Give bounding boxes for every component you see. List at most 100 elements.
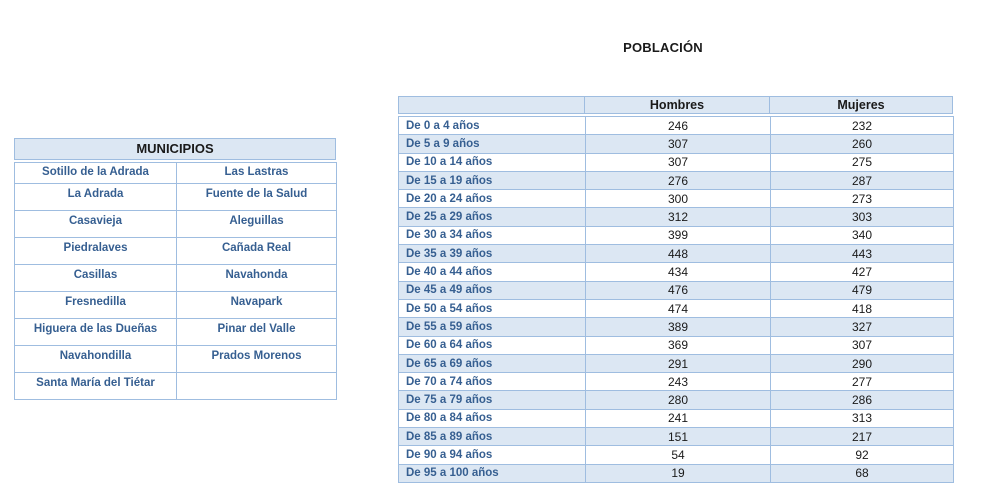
age-group-label: De 20 a 24 años [398,189,586,209]
age-group-label: De 75 a 79 años [398,390,586,410]
table-row: De 75 a 79 años 280 286 [398,390,954,410]
hombres-value: 307 [585,152,771,172]
municipality-name [176,372,337,400]
table-row: De 45 a 49 años 476 479 [398,280,954,300]
table-row: Fresnedilla Navapark [14,291,337,319]
table-row: De 20 a 24 años 300 273 [398,189,954,209]
municipios-header: MUNICIPIOS [14,138,336,160]
mujeres-value: 260 [770,134,954,154]
municipality-name: Las Lastras [176,162,337,184]
municipios-table: MUNICIPIOS Sotillo de la Adrada Las Last… [14,138,337,400]
mujeres-value: 443 [770,244,954,264]
municipality-name: Prados Morenos [176,345,337,373]
table-row: De 5 a 9 años 307 260 [398,134,954,154]
municipality-name: Casillas [14,264,177,292]
table-row: Navahondilla Prados Morenos [14,345,337,373]
mujeres-value: 273 [770,189,954,209]
mujeres-value: 287 [770,170,954,191]
table-row: De 55 a 59 años 389 327 [398,317,954,337]
age-group-label: De 35 a 39 años [398,244,586,264]
table-row: La Adrada Fuente de la Salud [14,183,337,211]
municipality-name: La Adrada [14,183,177,211]
table-row: De 50 a 54 años 474 418 [398,298,954,319]
age-group-label: De 5 a 9 años [398,134,586,154]
table-row: De 25 a 29 años 312 303 [398,207,954,227]
municipality-name: Aleguillas [176,210,337,238]
mujeres-value: 217 [770,427,954,447]
age-group-label: De 70 a 74 años [398,372,586,392]
mujeres-value: 418 [770,298,954,319]
hombres-value: 399 [585,225,771,246]
table-row: Santa María del Tiétar [14,372,337,400]
municipality-name: Navahonda [176,264,337,292]
hombres-value: 280 [585,390,771,410]
poblacion-grid: De 0 a 4 años 246 232 De 5 a 9 años 307 … [398,115,954,483]
table-row: De 65 a 69 años 291 290 [398,353,954,374]
age-group-label: De 0 a 4 años [398,115,586,136]
hombres-value: 54 [585,445,771,465]
municipality-name: Higuera de las Dueñas [14,318,177,346]
hombres-value: 448 [585,244,771,264]
mujeres-value: 275 [770,152,954,172]
table-row: Casavieja Aleguillas [14,210,337,238]
table-row: De 70 a 74 años 243 277 [398,372,954,392]
municipality-name: Casavieja [14,210,177,238]
municipality-name: Pinar del Valle [176,318,337,346]
table-row: De 85 a 89 años 151 217 [398,427,954,447]
age-group-label: De 40 a 44 años [398,262,586,282]
poblacion-table: Hombres Mujeres De 0 a 4 años 246 232 De… [398,96,954,483]
age-group-label: De 10 a 14 años [398,152,586,172]
hombres-value: 474 [585,298,771,319]
table-row: De 80 a 84 años 241 313 [398,408,954,429]
table-row: De 0 a 4 años 246 232 [398,115,954,136]
column-header-hombres: Hombres [585,96,770,114]
table-row: De 90 a 94 años 54 92 [398,445,954,465]
mujeres-value: 92 [770,445,954,465]
age-group-label: De 85 a 89 años [398,427,586,447]
age-group-label: De 15 a 19 años [398,170,586,191]
municipality-name: Navahondilla [14,345,177,373]
mujeres-value: 340 [770,225,954,246]
mujeres-value: 232 [770,115,954,136]
hombres-value: 389 [585,317,771,337]
mujeres-value: 313 [770,408,954,429]
mujeres-value: 327 [770,317,954,337]
hombres-value: 300 [585,189,771,209]
mujeres-value: 290 [770,353,954,374]
hombres-value: 434 [585,262,771,282]
table-row: De 95 a 100 años 19 68 [398,463,954,483]
hombres-value: 291 [585,353,771,374]
hombres-value: 246 [585,115,771,136]
mujeres-value: 303 [770,207,954,227]
table-row: De 15 a 19 años 276 287 [398,170,954,191]
column-header-mujeres: Mujeres [770,96,953,114]
age-group-label: De 95 a 100 años [398,463,586,483]
hombres-value: 241 [585,408,771,429]
age-group-label: De 55 a 59 años [398,317,586,337]
hombres-value: 243 [585,372,771,392]
municipios-grid: Sotillo de la Adrada Las Lastras La Adra… [14,162,337,400]
hombres-value: 369 [585,335,771,355]
table-row: De 10 a 14 años 307 275 [398,152,954,172]
municipality-name: Santa María del Tiétar [14,372,177,400]
age-group-label: De 65 a 69 años [398,353,586,374]
poblacion-header-row: Hombres Mujeres [398,96,953,114]
mujeres-value: 427 [770,262,954,282]
age-group-label: De 90 a 94 años [398,445,586,465]
hombres-value: 307 [585,134,771,154]
table-row: De 60 a 64 años 369 307 [398,335,954,355]
hombres-value: 476 [585,280,771,300]
municipality-name: Piedralaves [14,237,177,265]
mujeres-value: 277 [770,372,954,392]
table-row: Sotillo de la Adrada Las Lastras [14,162,337,184]
table-row: De 40 a 44 años 434 427 [398,262,954,282]
age-group-label: De 30 a 34 años [398,225,586,246]
table-row: Piedralaves Cañada Real [14,237,337,265]
age-group-label: De 80 a 84 años [398,408,586,429]
municipality-name: Navapark [176,291,337,319]
municipality-name: Fuente de la Salud [176,183,337,211]
hombres-value: 151 [585,427,771,447]
mujeres-value: 479 [770,280,954,300]
age-group-label: De 60 a 64 años [398,335,586,355]
